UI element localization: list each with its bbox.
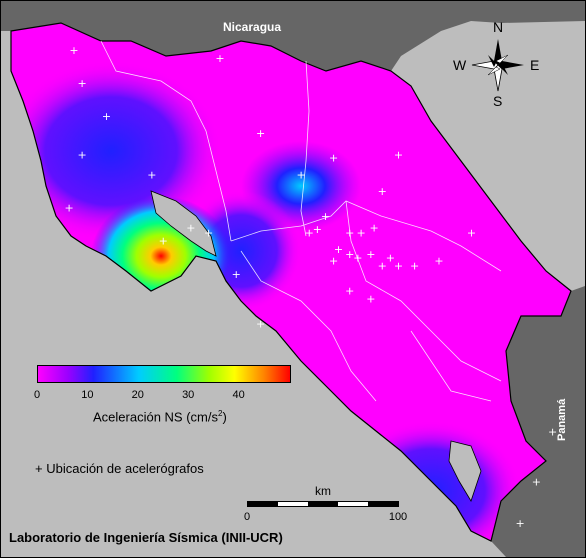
station-marker: + — [394, 260, 403, 273]
station-marker: + — [434, 255, 443, 268]
station-marker: + — [102, 110, 111, 123]
nicaragua-land — [1, 1, 585, 71]
station-legend: + Ubicación de acelerógrafos — [35, 461, 204, 476]
station-marker: + — [313, 223, 322, 236]
station-marker: + — [345, 226, 354, 239]
color-scale-tick-30: 30 — [182, 389, 195, 401]
compass-west: W — [453, 57, 467, 73]
station-marker: + — [69, 44, 78, 57]
station-marker: + — [345, 248, 354, 261]
country-label-panama: Panamá — [556, 398, 568, 441]
station-marker: + — [353, 251, 362, 264]
station-marker: + — [366, 248, 375, 261]
compass-south: S — [493, 93, 503, 109]
station-marker: + — [378, 185, 387, 198]
compass-north: N — [493, 19, 504, 35]
station-marker: + — [204, 226, 213, 239]
credit-label: Laboratorio de Ingeniería Sísmica (INII-… — [9, 530, 283, 545]
station-marker: + — [532, 475, 541, 488]
station-marker: + — [65, 201, 74, 214]
station-marker: + — [321, 210, 330, 223]
station-marker: + — [366, 293, 375, 306]
station-markers: ++++++++ ++++++++++ + +++++ + ++ + + ++++ ++++++ — [65, 44, 558, 530]
scale-start: 0 — [243, 511, 251, 523]
color-scale-tick-20: 20 — [131, 389, 144, 401]
compass-rose — [471, 39, 524, 92]
color-scale-title-end: ) — [222, 409, 227, 425]
station-marker: + — [186, 221, 195, 234]
country-label-nicaragua: Nicaragua — [223, 20, 282, 34]
station-marker: + — [297, 168, 306, 181]
coastline — [10, 22, 572, 542]
compass-east: E — [530, 57, 540, 73]
station-marker: + — [378, 260, 387, 273]
color-scale-tick-40: 40 — [232, 389, 245, 401]
color-scale-tick-10: 10 — [81, 389, 94, 401]
station-marker: + — [159, 235, 168, 248]
scale-bar — [247, 501, 399, 507]
station-marker: + — [410, 260, 419, 273]
station-marker: + — [305, 226, 314, 239]
station-marker: + — [232, 268, 241, 281]
station-marker: + — [78, 77, 87, 90]
station-marker: + — [345, 284, 354, 297]
color-scale-bar — [37, 365, 291, 383]
station-marker: + — [147, 168, 156, 181]
station-marker: + — [215, 52, 224, 65]
station-marker: + — [256, 318, 265, 331]
golfo-dulce — [448, 440, 482, 502]
station-marker: + — [357, 226, 366, 239]
station-marker: + — [256, 127, 265, 140]
province-borders — [100, 40, 502, 402]
station-marker: + — [329, 152, 338, 165]
color-scale-title-sup: 2 — [217, 409, 223, 418]
station-marker: + — [516, 517, 525, 530]
gulf-of-nicoya — [150, 190, 217, 257]
station-marker: + — [548, 426, 557, 439]
color-scale-title: Aceleración NS (cm/s2) — [93, 409, 227, 424]
color-scale-tick-0: 0 — [33, 389, 41, 401]
scale-end: 100 — [388, 511, 408, 523]
station-marker: + — [394, 148, 403, 161]
station-marker: + — [467, 226, 476, 239]
scale-unit: km — [315, 484, 331, 498]
panama-land — [491, 286, 585, 557]
station-marker: + — [329, 255, 338, 268]
color-scale-title-text: Aceleración NS (cm/s — [93, 409, 218, 425]
station-marker: + — [334, 243, 343, 256]
station-marker: + — [370, 221, 379, 234]
station-marker: + — [78, 148, 87, 161]
station-marker: + — [386, 251, 395, 264]
